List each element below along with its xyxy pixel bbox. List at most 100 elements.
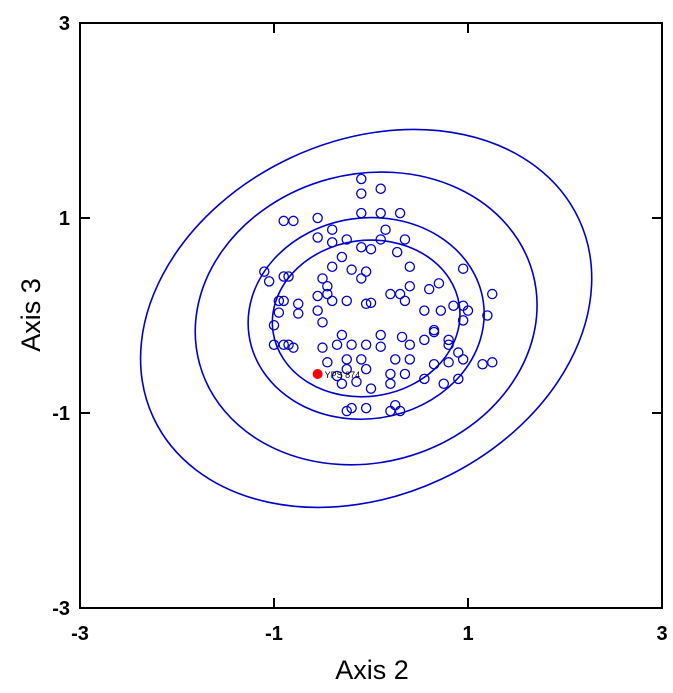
data-point <box>375 234 386 245</box>
data-point <box>356 207 367 219</box>
data-point <box>396 331 408 343</box>
data-point <box>389 354 401 365</box>
data-point <box>336 378 348 389</box>
data-point <box>259 266 270 277</box>
confidence-ellipse-1 <box>271 239 461 398</box>
data-point <box>312 212 323 224</box>
data-point <box>326 224 338 235</box>
data-point <box>433 278 445 289</box>
plot-frame <box>79 22 663 609</box>
confidence-ellipse-2 <box>247 216 485 421</box>
data-point <box>365 383 377 394</box>
data-point <box>404 280 416 292</box>
data-point <box>365 243 377 255</box>
data-point <box>380 224 391 235</box>
data-point <box>423 283 435 295</box>
confidence-ellipse-3 <box>194 171 538 466</box>
data-point <box>278 271 289 282</box>
data-point <box>322 288 333 300</box>
y-axis-title: Axis 3 <box>16 278 46 352</box>
data-point <box>375 329 386 341</box>
data-point <box>385 378 396 389</box>
data-point <box>341 234 352 245</box>
data-point <box>322 280 333 292</box>
data-point <box>457 354 469 365</box>
data-point <box>419 334 430 346</box>
confidence-ellipses <box>139 128 593 509</box>
axis-ticks: -3 -1 1 3 -3 -1 1 3 <box>52 13 667 645</box>
data-point <box>317 342 328 353</box>
data-point <box>351 376 362 388</box>
data-point <box>462 305 474 316</box>
confidence-ellipse-4 <box>139 128 593 509</box>
data-point <box>336 329 348 341</box>
data-point <box>326 261 338 272</box>
data-point <box>326 295 338 307</box>
data-point <box>360 402 372 414</box>
data-point <box>341 295 352 307</box>
y-tick-label: 1 <box>59 208 70 230</box>
x-tick-label: 3 <box>656 623 667 645</box>
data-point <box>288 342 299 353</box>
data-point <box>404 354 416 365</box>
y-tick-label: -3 <box>52 598 70 620</box>
data-point <box>419 373 430 385</box>
x-axis-title: Axis 2 <box>335 655 409 685</box>
data-point <box>360 363 372 375</box>
data-point <box>399 295 411 307</box>
data-point <box>288 215 299 227</box>
data-point <box>312 290 323 302</box>
data-point <box>273 307 285 318</box>
data-point <box>486 288 498 300</box>
data-point <box>356 188 367 199</box>
data-point <box>317 317 328 328</box>
highlighted-point <box>312 369 323 379</box>
data-point <box>263 276 275 287</box>
data-point <box>331 339 343 350</box>
data-point <box>326 237 338 248</box>
data-point <box>375 207 386 219</box>
data-point <box>322 357 333 368</box>
data-point <box>443 334 454 346</box>
data-point <box>268 319 280 331</box>
data-point <box>278 295 289 307</box>
data-point <box>443 339 454 350</box>
data-point <box>443 357 454 368</box>
data-point <box>278 339 289 350</box>
data-point <box>419 305 430 316</box>
data-point <box>331 370 343 382</box>
data-point <box>391 246 403 258</box>
y-tick-label: -1 <box>52 403 70 425</box>
data-point <box>457 263 469 274</box>
data-point <box>385 288 396 300</box>
data-points <box>259 173 498 417</box>
data-point <box>356 273 367 284</box>
data-point <box>457 315 469 326</box>
data-point <box>477 358 488 370</box>
data-point <box>346 339 357 350</box>
data-point <box>336 251 348 263</box>
x-tick-label: 1 <box>462 623 473 645</box>
data-point <box>360 339 372 350</box>
data-point <box>312 232 323 243</box>
data-point <box>356 173 367 185</box>
data-point <box>404 339 416 350</box>
highlighted-point-label: YPS 874 <box>325 370 361 380</box>
data-point <box>356 241 367 253</box>
data-point <box>428 326 440 338</box>
data-point <box>435 305 447 316</box>
data-point <box>486 357 498 368</box>
data-point <box>453 373 464 385</box>
data-point <box>365 297 377 309</box>
data-point <box>404 261 416 272</box>
data-point <box>360 298 372 310</box>
data-point <box>292 308 304 319</box>
data-point <box>399 368 411 380</box>
data-point <box>341 363 352 375</box>
data-point <box>312 305 323 316</box>
x-tick-label: -1 <box>265 623 283 645</box>
data-point <box>438 378 449 389</box>
data-point <box>317 273 328 284</box>
